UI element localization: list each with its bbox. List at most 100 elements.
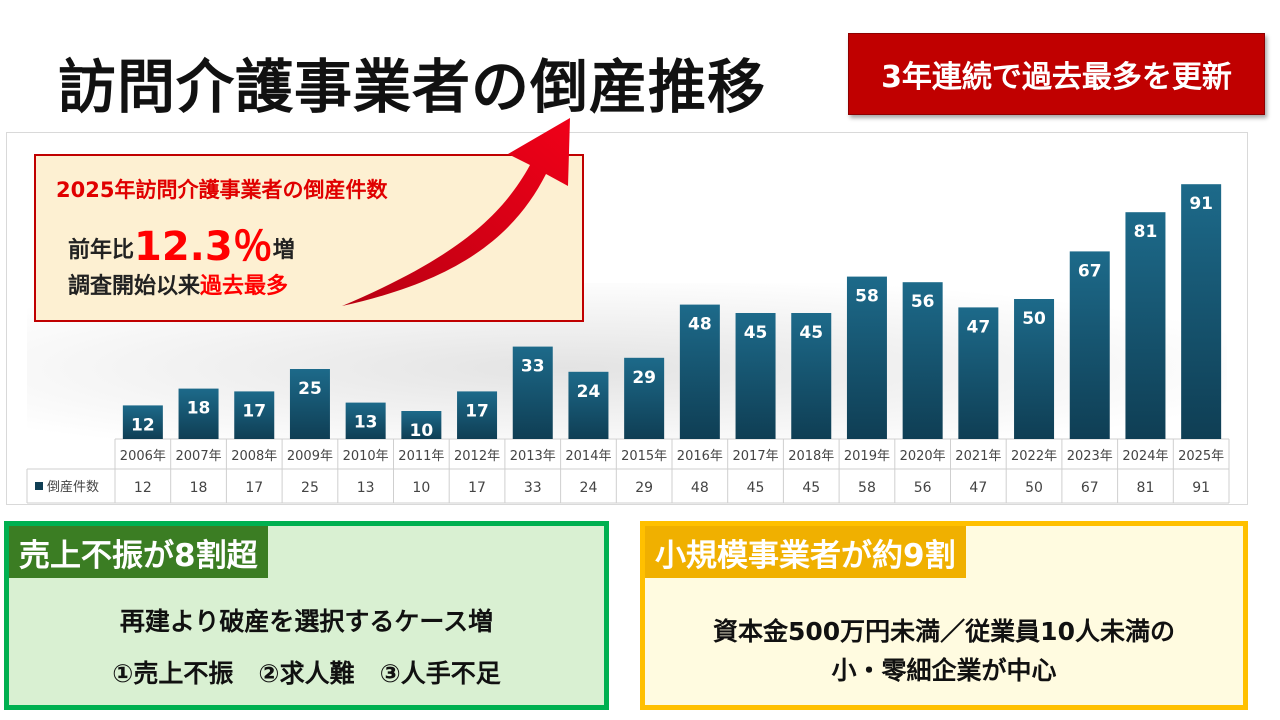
bar-2012年	[457, 391, 498, 439]
record-prefix: 調査開始以来	[68, 274, 201, 299]
category-label: 2023年	[1067, 449, 1113, 464]
data-label: 45	[799, 323, 823, 343]
data-label: 56	[911, 292, 935, 312]
bar-2019年	[846, 276, 887, 439]
bar-2022年	[1014, 299, 1055, 439]
bar-2020年	[902, 282, 943, 439]
data-label: 48	[688, 315, 712, 335]
bar-2016年	[679, 304, 720, 439]
bar-chart: 倒産件数 12 2006年 12 18 2007年 18 17 2008年 17 25 2009年 25…	[26, 184, 1230, 504]
table-value: 10	[412, 480, 430, 496]
trend-arrow-icon	[342, 118, 570, 306]
bar-2021年	[958, 307, 999, 439]
bar-2025年	[1181, 184, 1222, 439]
category-label: 2025年	[1178, 449, 1224, 464]
data-label: 33	[521, 357, 545, 377]
bar-2007年	[178, 388, 219, 439]
data-label: 25	[298, 379, 322, 399]
data-label: 47	[967, 317, 991, 337]
growth-prefix: 前年比	[68, 238, 135, 263]
data-label: 13	[354, 413, 378, 433]
data-label: 18	[187, 399, 211, 419]
table-value: 45	[747, 480, 765, 496]
callout-growth-line: 前年比12.3％増	[68, 214, 295, 272]
category-label: 2008年	[231, 449, 277, 464]
category-label: 2011年	[398, 449, 444, 464]
sales-slump-tag: 売上不振が8割超	[9, 526, 268, 578]
category-label: 2015年	[621, 449, 667, 464]
data-label: 29	[632, 368, 656, 388]
category-label: 2022年	[1011, 449, 1057, 464]
page-title: 訪問介護事業者の倒産推移	[58, 53, 767, 121]
table-value: 81	[1137, 480, 1155, 496]
small-business-text: 資本金500万円未満／従業員10人未満の	[713, 617, 1175, 646]
callout-title: 2025年訪問介護事業者の倒産件数	[56, 178, 388, 202]
bar-2009年	[289, 369, 330, 439]
table-value: 58	[858, 480, 876, 496]
data-label: 45	[744, 323, 768, 343]
table-value: 47	[969, 480, 987, 496]
data-label: 58	[855, 287, 879, 307]
data-label: 81	[1134, 222, 1158, 242]
data-label: 91	[1189, 194, 1213, 214]
category-label: 2018年	[788, 449, 834, 464]
table-value: 91	[1192, 480, 1210, 496]
data-label: 17	[465, 401, 489, 421]
data-label: 24	[577, 382, 601, 402]
growth-value: 12.3％	[134, 224, 273, 270]
table-value: 17	[245, 480, 263, 496]
bar-2006年	[122, 405, 163, 439]
small-business-text-2: 小・零細企業が中心	[831, 656, 1057, 685]
category-label: 2013年	[510, 449, 556, 464]
growth-suffix: 増	[272, 238, 295, 263]
category-label: 2019年	[844, 449, 890, 464]
legend-label: 倒産件数	[47, 479, 99, 495]
table-value: 29	[635, 480, 653, 496]
data-label: 67	[1078, 261, 1102, 281]
legend-swatch	[35, 482, 43, 490]
table-value: 18	[190, 480, 208, 496]
table-value: 48	[691, 480, 709, 496]
table-value: 56	[914, 480, 932, 496]
data-label: 50	[1022, 309, 1046, 329]
small-business-tag: 小規模事業者が約9割	[645, 526, 966, 578]
bar-2017年	[735, 313, 776, 439]
table-value: 67	[1081, 480, 1099, 496]
bar-2014年	[568, 371, 609, 439]
table-value: 13	[357, 480, 375, 496]
small-business-box: 小規模事業者が約9割 資本金500万円未満／従業員10人未満の 小・零細企業が中…	[640, 521, 1248, 710]
data-label: 17	[242, 401, 266, 421]
category-label: 2016年	[677, 449, 723, 464]
category-label: 2017年	[733, 449, 779, 464]
table-value: 25	[301, 480, 319, 496]
category-label: 2006年	[120, 449, 166, 464]
bar-2015年	[624, 357, 665, 439]
bar-2018年	[791, 313, 832, 439]
category-label: 2012年	[454, 449, 500, 464]
bar-2010年	[345, 402, 386, 439]
data-label: 12	[131, 415, 155, 435]
table-value: 50	[1025, 480, 1043, 496]
category-label: 2007年	[176, 449, 222, 464]
bar-2023年	[1069, 251, 1110, 439]
sales-slump-box: 売上不振が8割超 再建より破産を選択するケース増 ①売上不振 ②求人難 ③人手不…	[4, 521, 609, 710]
table-value: 17	[468, 480, 486, 496]
table-value: 45	[802, 480, 820, 496]
record-badge: 3年連続で過去最多を更新	[848, 33, 1265, 115]
table-value: 12	[134, 480, 152, 496]
record-highlight: 過去最多	[200, 274, 289, 299]
category-label: 2014年	[565, 449, 611, 464]
category-label: 2020年	[900, 449, 946, 464]
bar-2024年	[1125, 212, 1166, 439]
sales-slump-reasons: ①売上不振 ②求人難 ③人手不足	[112, 659, 501, 688]
callout-record-line: 調査開始以来過去最多	[68, 268, 288, 300]
category-label: 2024年	[1122, 449, 1168, 464]
bar-2011年	[401, 411, 442, 439]
table-value: 33	[524, 480, 542, 496]
table-value: 24	[580, 480, 598, 496]
data-label: 10	[410, 421, 434, 441]
sales-slump-text: 再建より破産を選択するケース増	[119, 607, 494, 636]
category-label: 2010年	[343, 449, 389, 464]
callout-box: 2025年訪問介護事業者の倒産件数 前年比12.3％増 調査開始以来過去最多	[34, 154, 584, 322]
bar-2008年	[234, 391, 275, 439]
